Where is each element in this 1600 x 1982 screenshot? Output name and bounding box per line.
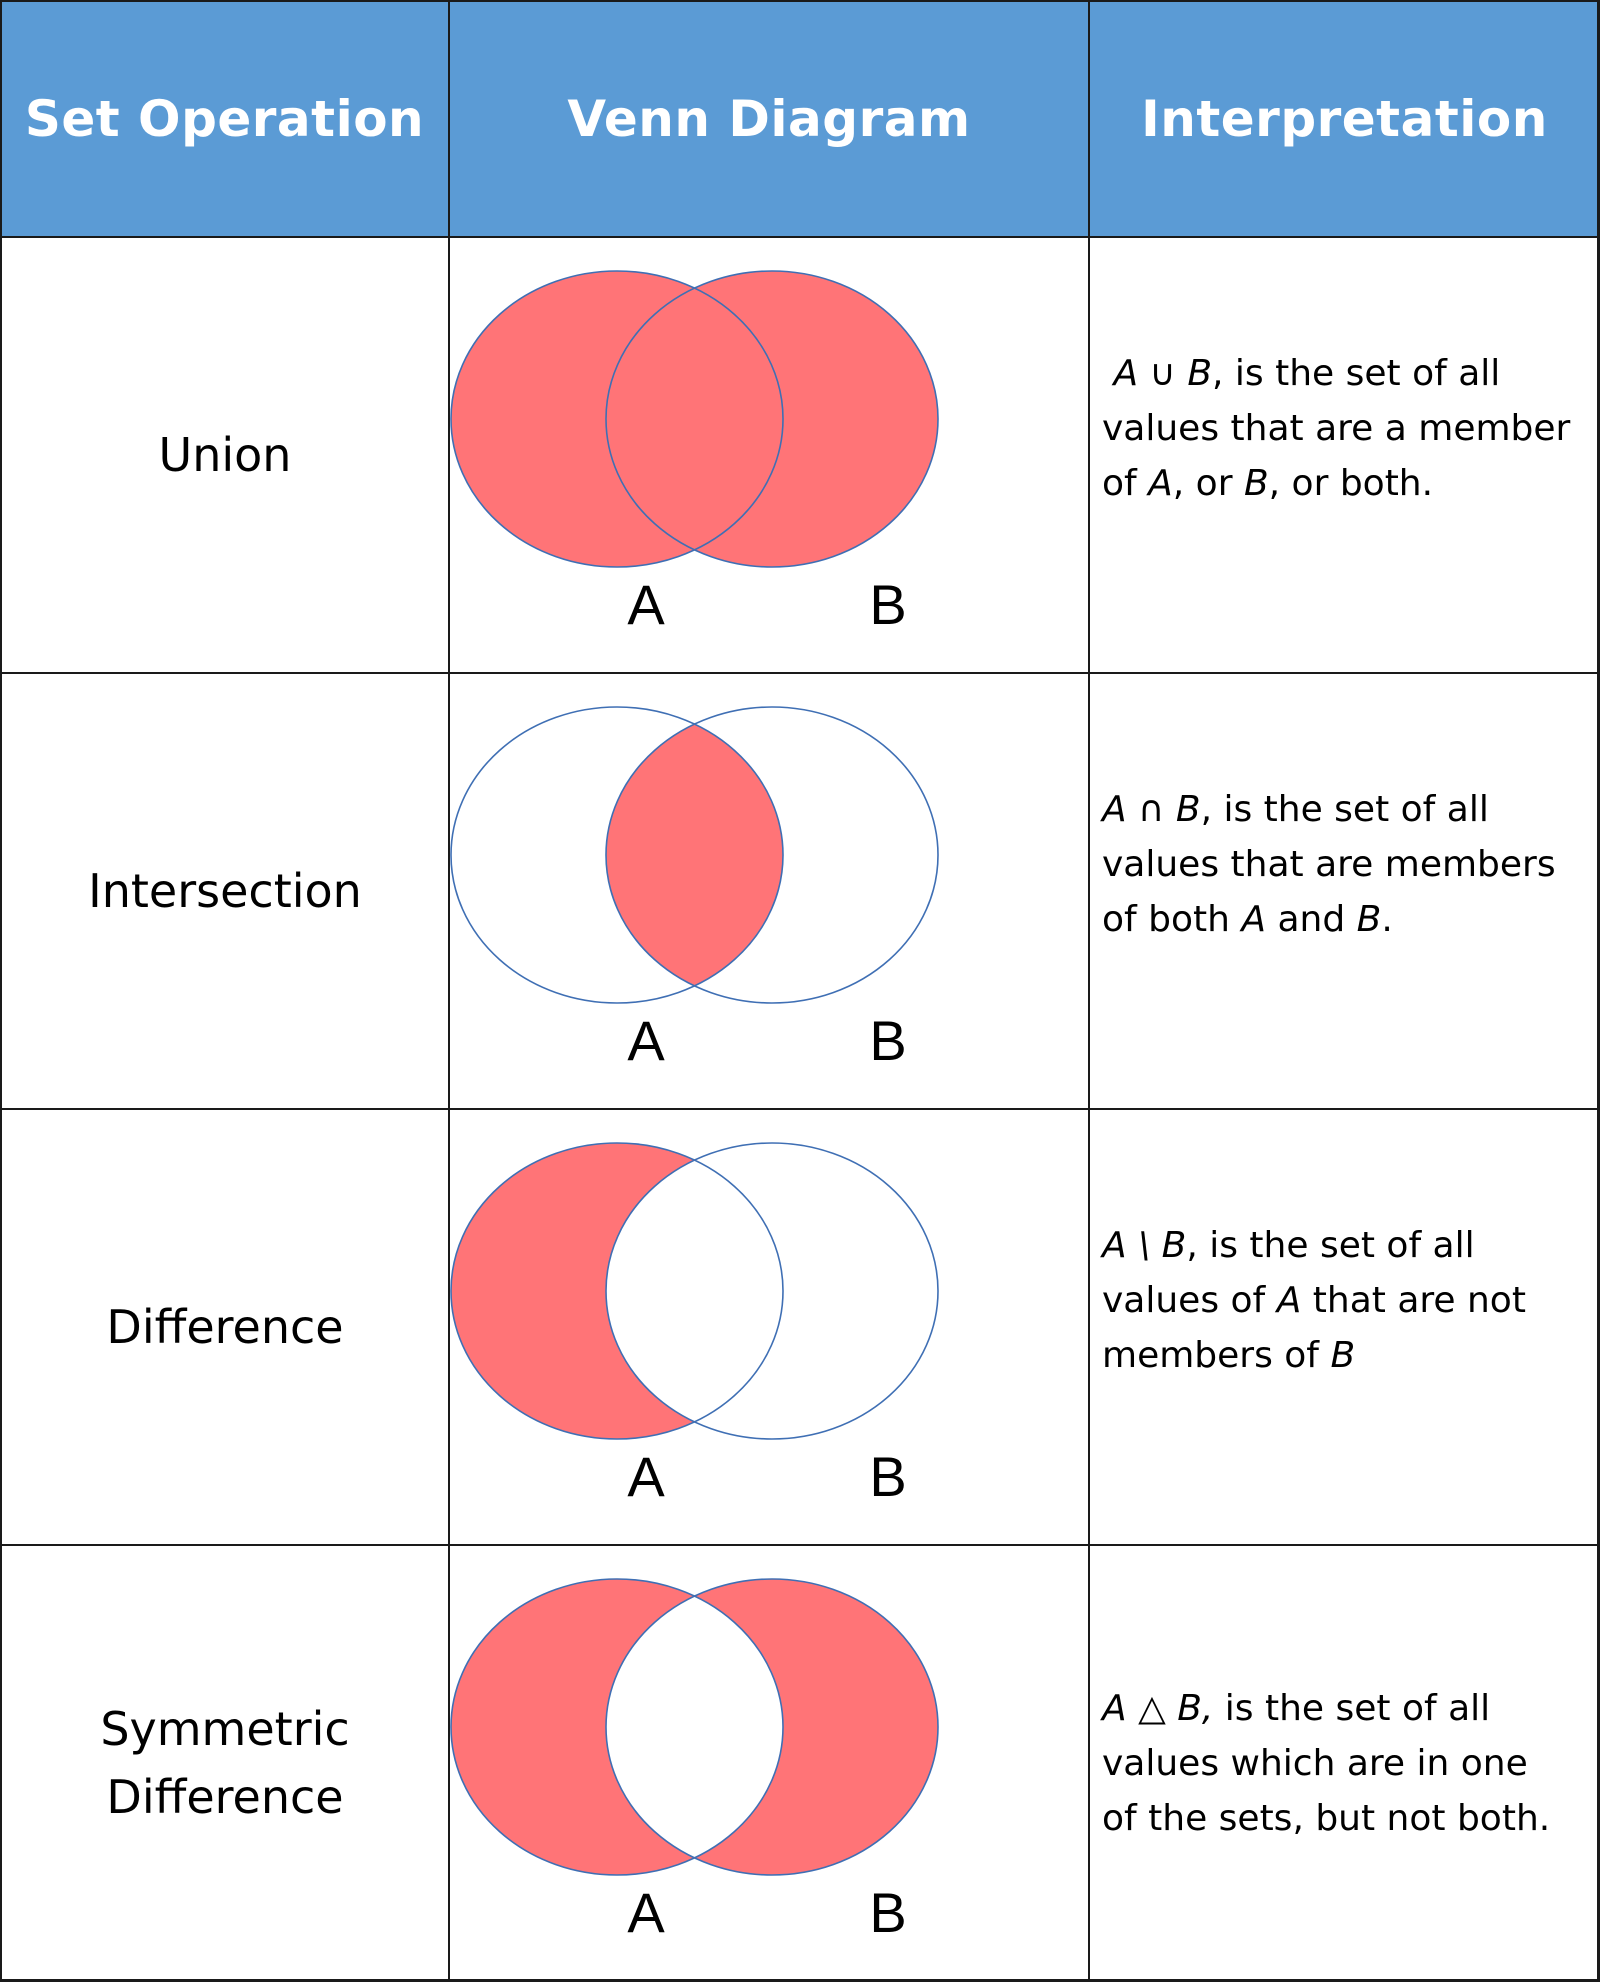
set-a-label: A: [627, 573, 665, 636]
interpretation-intersection: A ∩ B, is the set of all values that are…: [1102, 789, 1556, 940]
set-b-label: B: [869, 1009, 906, 1072]
set-b-label: B: [869, 573, 906, 636]
set-b-label: B: [869, 1881, 906, 1944]
header-interpretation: Interpretation: [1141, 89, 1548, 148]
set-b-label: B: [869, 1445, 906, 1508]
interpretation-union: A ∪ B, is the set of all values that are…: [1102, 353, 1571, 504]
operation-label-line1: Symmetric: [100, 1701, 350, 1756]
intersection-symbol: A ∩ B: [1102, 789, 1201, 830]
difference-symbol: A \ B: [1102, 1225, 1187, 1266]
symmetric-difference-region: [451, 1579, 938, 1875]
intersection-region: [606, 707, 783, 1003]
grid-top: [0, 0, 1600, 2]
header-set-operation: Set Operation: [24, 89, 425, 148]
grid-h4: [0, 1544, 1600, 1546]
set-b-outline: [605, 270, 939, 568]
operation-label: Union: [158, 428, 292, 482]
grid-right: [1597, 0, 1600, 1982]
operation-symmetric-difference: Symmetric Difference: [2, 1546, 448, 1979]
interpretation-symmetric-difference: A △ B, is the set of all values which ar…: [1102, 1688, 1551, 1839]
set-b-outline: [605, 1142, 939, 1440]
operation-label: Difference: [106, 1300, 344, 1354]
grid-bottom: [0, 1979, 1600, 1982]
operation-difference: Difference: [2, 1110, 448, 1544]
set-a-label: A: [627, 1881, 665, 1944]
venn-difference: A B: [450, 1142, 939, 1508]
operation-label-line2: Difference: [106, 1769, 344, 1824]
grid-v1: [448, 0, 450, 1982]
venn-symmetric-difference: A B: [450, 1578, 939, 1944]
set-a-outline: [450, 1142, 784, 1440]
symmetric-difference-symbol: A △ B,: [1102, 1688, 1214, 1729]
operation-intersection: Intersection: [2, 674, 448, 1108]
interpretation-difference: A \ B, is the set of all values of A tha…: [1102, 1225, 1526, 1376]
set-a-outline: [450, 270, 784, 568]
grid-h3: [0, 1108, 1600, 1110]
set-a-label: A: [627, 1009, 665, 1072]
set-b-outline: [605, 1578, 939, 1876]
operation-union: Union: [2, 238, 448, 672]
grid-h2: [0, 672, 1600, 674]
grid-v2: [1088, 0, 1090, 1982]
grid-left: [0, 0, 2, 1982]
set-b-outline: [605, 706, 939, 1004]
operation-label: Intersection: [88, 864, 362, 918]
set-a-outline: [450, 1578, 784, 1876]
header-venn-diagram: Venn Diagram: [567, 89, 971, 148]
set-a-label: A: [627, 1445, 665, 1508]
venn-union: A B: [450, 270, 939, 636]
union-symbol: A ∪ B: [1113, 353, 1213, 394]
a-minus-b-region: [451, 1143, 783, 1439]
set-a-outline: [450, 706, 784, 1004]
set-b-region: [606, 271, 938, 567]
table-header: [0, 0, 1600, 237]
grid-h1: [0, 236, 1600, 238]
venn-intersection: A B: [450, 706, 939, 1072]
